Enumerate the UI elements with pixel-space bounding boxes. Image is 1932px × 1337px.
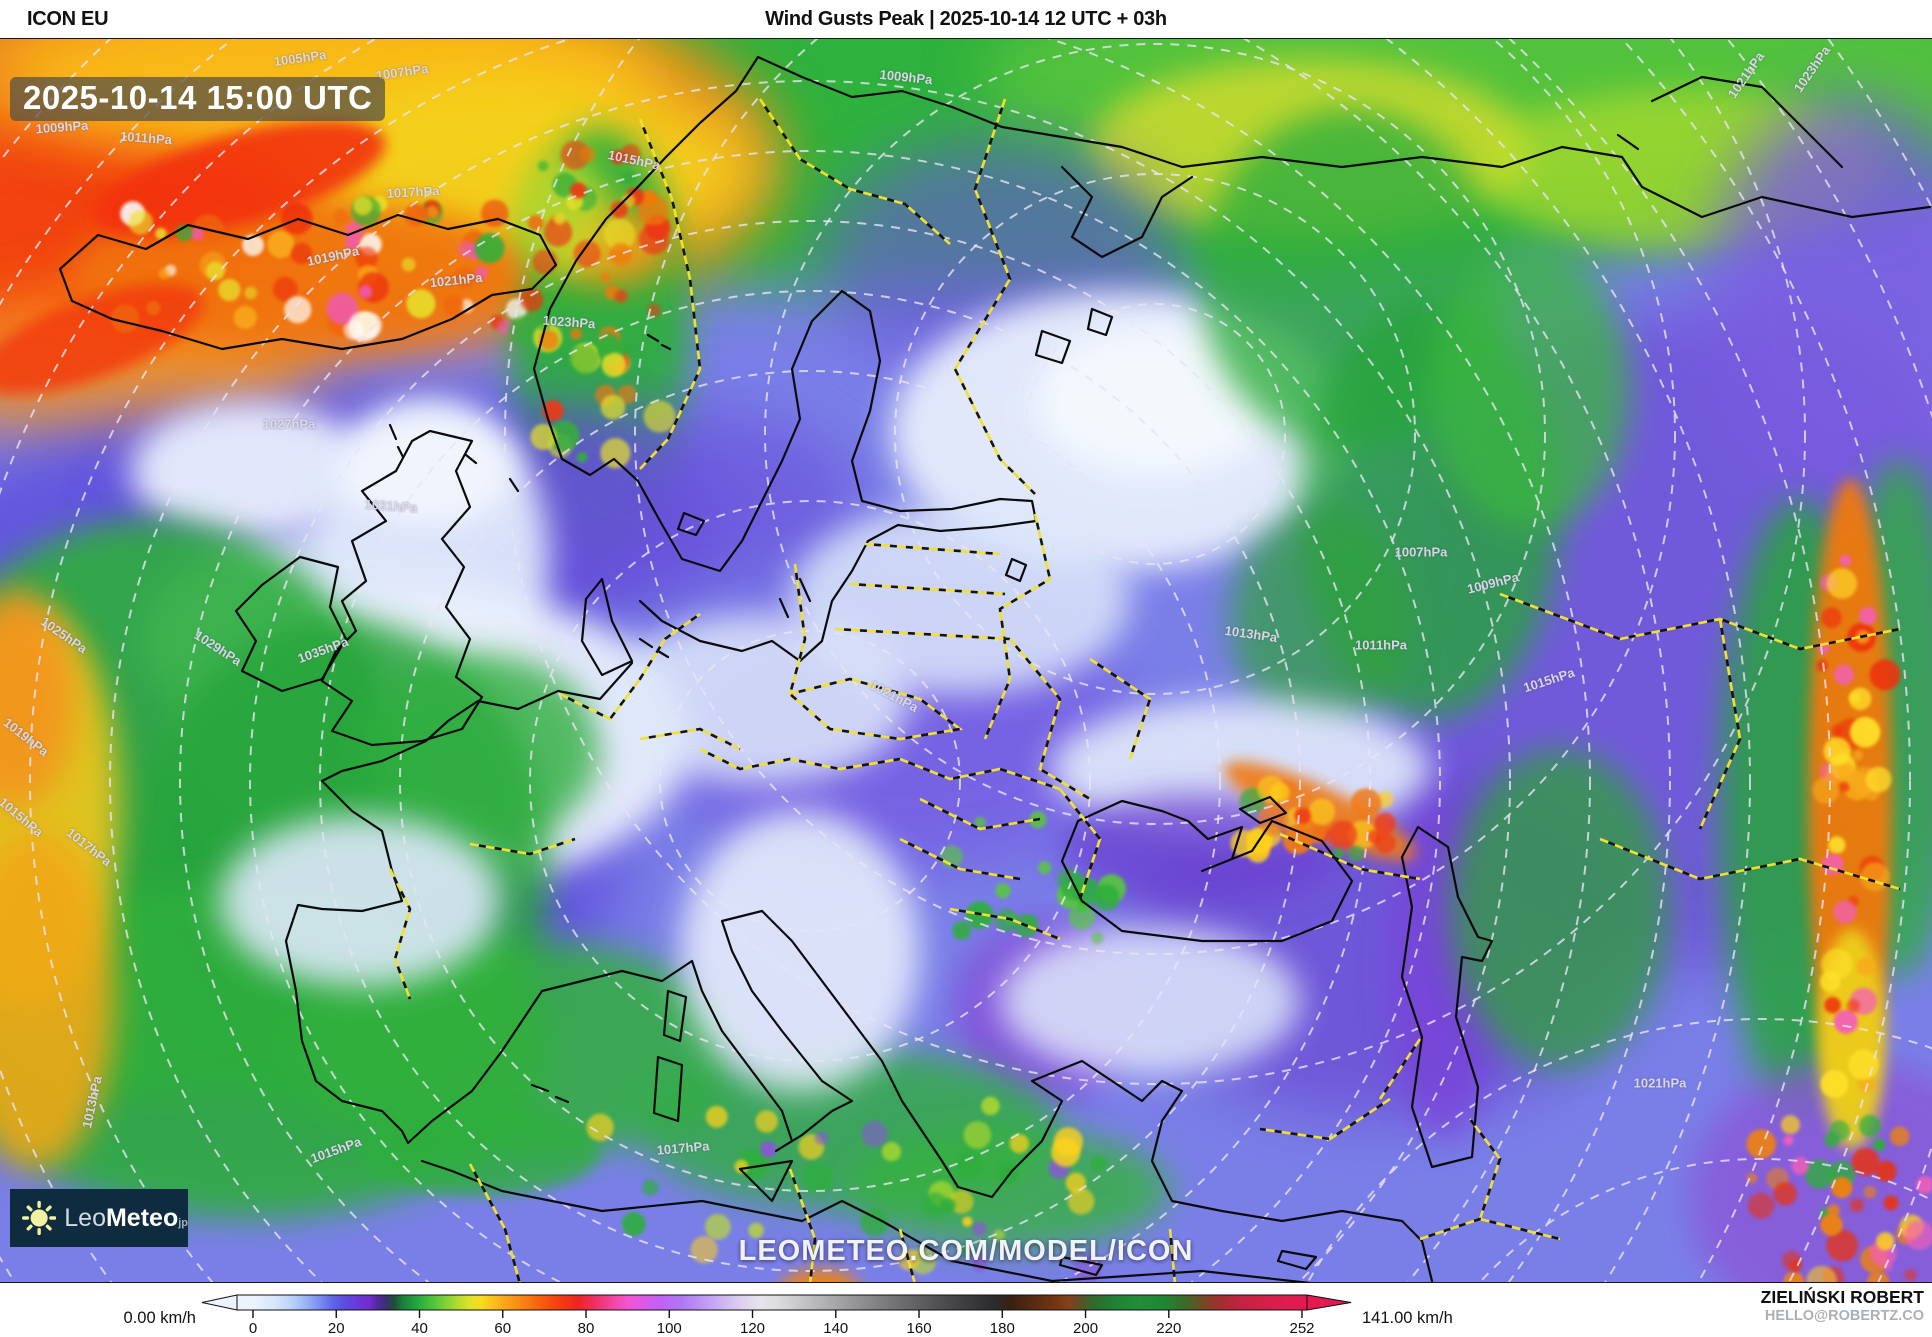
leometeo-logo: LeoMeteojp — [10, 1189, 188, 1247]
model-name: ICON EU — [27, 8, 109, 30]
scale-max-label: 141.00 km/h — [1362, 1309, 1453, 1327]
colorbar-tick-label: 180 — [990, 1320, 1015, 1337]
watermark-url: LEOMETEO.COM/MODEL/ICON — [738, 1235, 1194, 1267]
colorbar-right-arrow — [1306, 1294, 1352, 1311]
colorbar-left-arrow — [201, 1294, 238, 1311]
author-email: HELLO@ROBERTZ.CO — [1764, 1308, 1924, 1324]
colorbar-gradient-body — [236, 1294, 1308, 1311]
sun-icon — [22, 1200, 57, 1236]
colorbar-tick-label: 252 — [1289, 1320, 1314, 1337]
colorbar-tick-label: 160 — [907, 1320, 932, 1337]
colorbar-tick-label: 20 — [328, 1320, 345, 1337]
page-title: Wind Gusts Peak | 2025-10-14 12 UTC + 03… — [765, 8, 1167, 30]
logo-text-light: Leo — [64, 1203, 106, 1232]
colorbar-ticks: 0 20 40 60 80 100 120 140 160 180 200 220 252 — [249, 1310, 1315, 1337]
logo-suffix: jp — [178, 1216, 188, 1229]
colorbar-tick-label: 220 — [1156, 1320, 1181, 1337]
colorbar-tick-label: 0 — [249, 1320, 257, 1337]
logo-text-bold: Meteo — [105, 1203, 179, 1232]
author-name: ZIELIŃSKI ROBERT — [1760, 1287, 1924, 1307]
wind-gust-map: 1005hPa 1007hPa 1009hPa 1011hPa 1015hPa 1017h… — [0, 38, 1932, 1283]
colorbar: 0 20 40 60 80 100 120 140 160 180 200 220 252 — [201, 1294, 1352, 1337]
legend-bar: 0.00 km/h 0 20 40 60 80 100 120 140 160 180 200 220… — [0, 1283, 1932, 1337]
header-bar: ICON EU Wind Gusts Peak | 2025-10-14 12 … — [0, 0, 1932, 38]
colorbar-tick-label: 80 — [578, 1320, 595, 1337]
colorbar-tick-label: 120 — [740, 1320, 765, 1337]
colorbar-tick-label: 140 — [823, 1320, 848, 1337]
wind-field-canvas — [0, 39, 1932, 1282]
scale-min-label: 0.00 km/h — [123, 1309, 196, 1327]
colorbar-tick-label: 40 — [411, 1320, 428, 1337]
timestamp-overlay: 2025-10-14 15:00 UTC — [10, 77, 386, 121]
colorbar-tick-label: 200 — [1073, 1320, 1098, 1337]
colorbar-tick-label: 60 — [494, 1320, 511, 1337]
colorbar-tick-label: 100 — [657, 1320, 682, 1337]
logo-wordmark: LeoMeteojp — [64, 1204, 188, 1233]
